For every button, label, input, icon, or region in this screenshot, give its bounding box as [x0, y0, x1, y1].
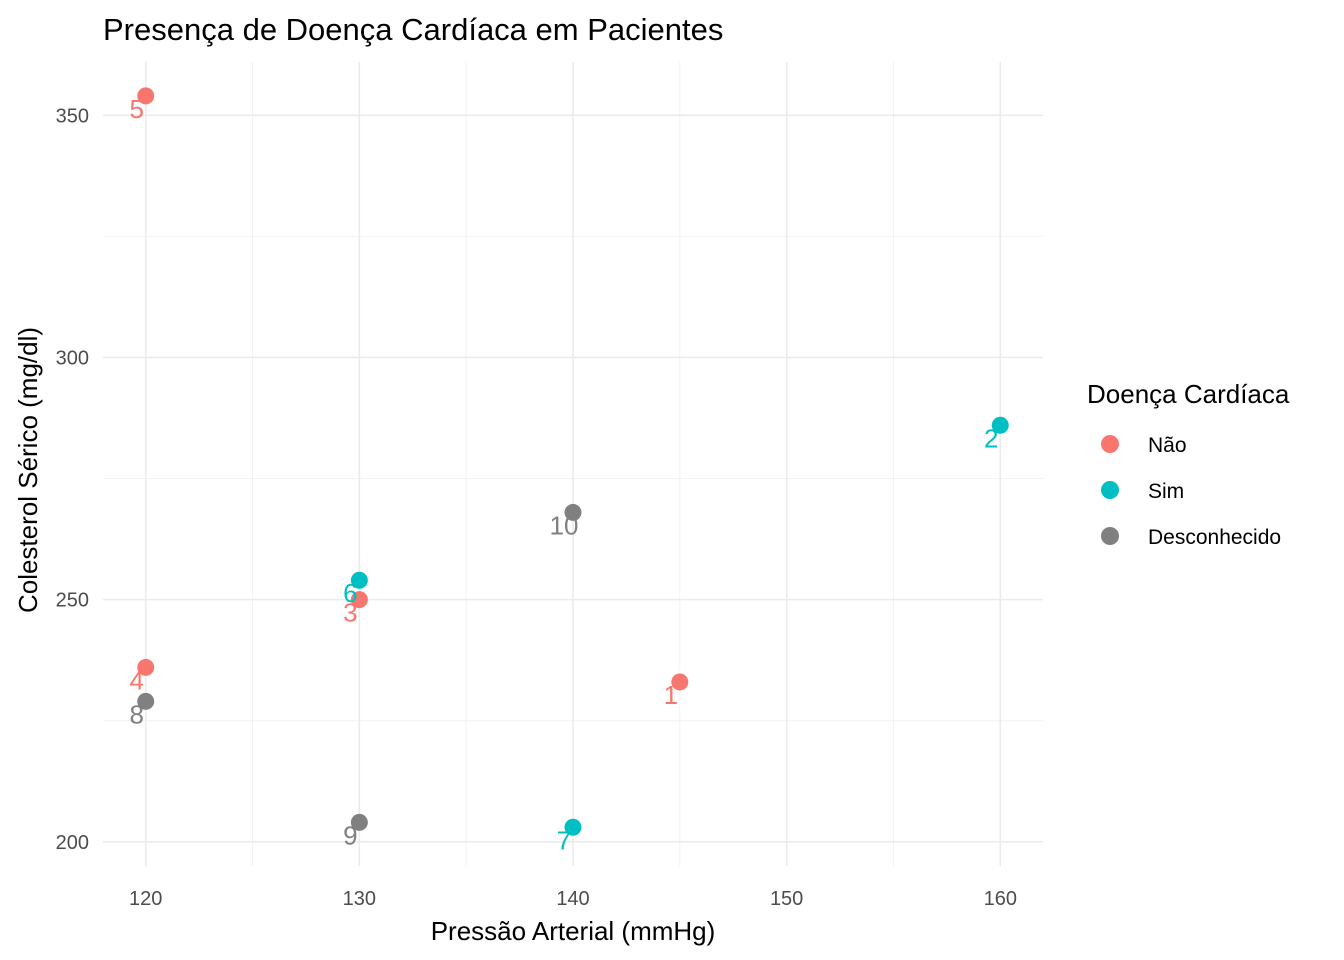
- point-label: 5: [129, 94, 143, 124]
- point-label: 6: [343, 578, 357, 608]
- legend-key: [1101, 527, 1119, 545]
- x-axis-title: Pressão Arterial (mmHg): [431, 916, 716, 946]
- x-tick-label: 130: [343, 888, 376, 910]
- y-tick-label: 300: [56, 347, 89, 369]
- legend-label: Desconhecido: [1148, 526, 1281, 549]
- legend-key: [1101, 481, 1119, 499]
- chart-title: Presença de Doença Cardíaca em Pacientes: [103, 12, 723, 47]
- data-point: [671, 673, 689, 691]
- y-tick-label: 350: [56, 105, 89, 127]
- x-tick-label: 140: [556, 888, 589, 910]
- legend-label: Sim: [1148, 480, 1184, 503]
- data-point: [350, 591, 368, 609]
- y-tick-label: 200: [56, 832, 89, 854]
- data-point: [137, 87, 155, 105]
- data-point: [137, 692, 155, 710]
- x-axis-ticks: 120 130 140 150 160: [129, 888, 1017, 910]
- data-points: [137, 87, 1009, 836]
- x-tick-label: 150: [770, 888, 803, 910]
- point-label: 2: [984, 423, 998, 453]
- y-tick-label: 250: [56, 590, 89, 612]
- point-label: 4: [129, 665, 143, 695]
- legend: Doença Cardíaca Não Sim Desconhecido: [1087, 379, 1290, 549]
- legend-label: Não: [1148, 434, 1187, 457]
- point-label: 8: [129, 699, 143, 729]
- data-point: [564, 818, 582, 836]
- legend-key: [1101, 435, 1119, 453]
- x-tick-label: 160: [984, 888, 1017, 910]
- point-label: 7: [557, 825, 571, 855]
- data-point: [137, 658, 155, 676]
- point-label: 10: [550, 510, 579, 540]
- point-label: 1: [664, 680, 678, 710]
- data-point: [350, 571, 368, 589]
- point-label: 9: [343, 820, 357, 850]
- grid: [103, 62, 1043, 866]
- point-label: 3: [343, 598, 357, 628]
- data-point: [564, 503, 582, 521]
- y-axis-ticks: 200 250 300 350: [56, 105, 89, 854]
- legend-title: Doença Cardíaca: [1087, 379, 1290, 409]
- data-point: [991, 416, 1009, 434]
- data-point: [350, 813, 368, 831]
- y-axis-title: Colesterol Sérico (mg/dl): [13, 327, 43, 613]
- x-tick-label: 120: [129, 888, 162, 910]
- point-labels: 1 3 4 5 2 6 7 8 9 10: [129, 94, 998, 855]
